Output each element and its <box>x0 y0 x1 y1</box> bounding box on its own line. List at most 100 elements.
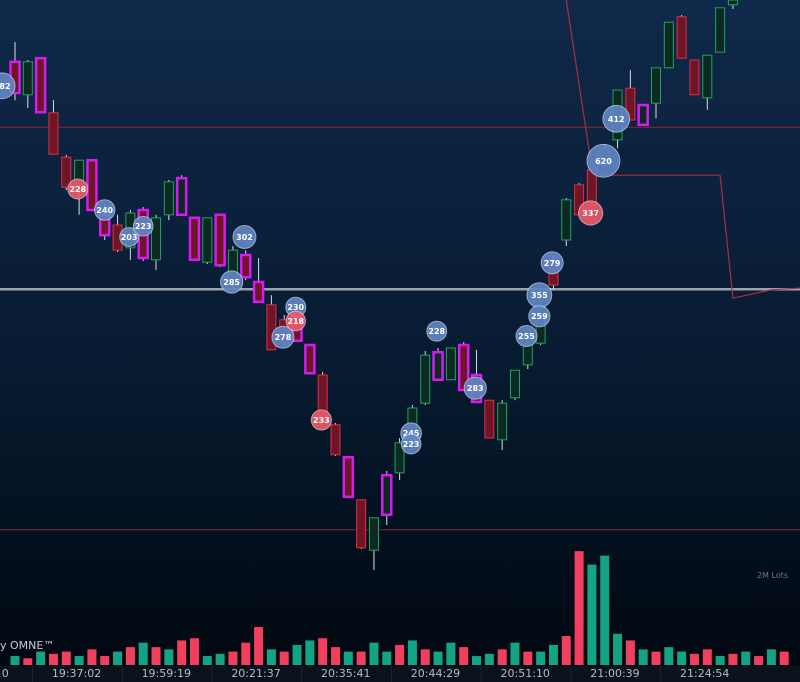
volume-bar <box>48 653 58 665</box>
candle-body <box>34 56 47 114</box>
bubble-label: 228 <box>69 185 86 194</box>
volume-bar <box>664 647 674 665</box>
trade-bubble <box>285 310 307 332</box>
candle-body <box>702 54 713 99</box>
candle-body <box>676 16 687 59</box>
candle-body <box>163 181 174 216</box>
candle-body <box>727 0 738 6</box>
candle-body <box>252 280 265 304</box>
candle-body <box>151 217 162 261</box>
candle-body <box>188 216 201 262</box>
candle-body <box>445 347 456 381</box>
bubble-label: 203 <box>121 233 138 242</box>
candle-body <box>420 354 431 404</box>
volume-bar <box>177 640 187 665</box>
candle-body <box>175 176 188 217</box>
candle-body <box>22 61 33 96</box>
volume-bar <box>766 649 776 665</box>
x-tick-label: 21:24:54 <box>680 667 729 680</box>
watermark: y OMNE™ <box>0 639 54 652</box>
candle-body <box>715 7 726 53</box>
volume-bar <box>318 638 328 665</box>
bubble-label: 255 <box>518 332 535 341</box>
bubble-label: 279 <box>544 259 561 268</box>
trade-bubble <box>232 225 257 249</box>
volume-bar <box>10 656 20 665</box>
volume-bar <box>459 647 469 665</box>
volume-bar <box>523 651 533 665</box>
volume-bar <box>382 651 392 665</box>
candle-body <box>509 369 520 399</box>
bubble-label: 223 <box>403 440 420 449</box>
volume-bar <box>61 651 71 665</box>
trade-bubble <box>528 305 551 328</box>
volume-bar <box>151 647 161 665</box>
bubble-label: 240 <box>96 206 113 215</box>
candle-body <box>61 156 72 188</box>
x-tick-label: 19:59:19 <box>142 667 191 680</box>
trade-bubble <box>463 376 487 400</box>
volume-bar <box>677 651 687 665</box>
volume-bar <box>266 649 276 665</box>
volume-bar <box>138 642 148 665</box>
volume-bar <box>625 640 635 665</box>
volume-bar <box>356 651 366 665</box>
volume-bar <box>536 651 546 665</box>
candle-body <box>86 158 98 212</box>
volume-bar <box>754 656 764 665</box>
volume-bar <box>395 644 405 665</box>
volume-bar <box>74 656 84 665</box>
volume-bar <box>510 642 520 665</box>
volume-bar <box>651 651 661 665</box>
volume-bar <box>497 649 507 665</box>
candle-body <box>625 87 636 121</box>
volume-bar <box>613 633 623 665</box>
volume-bar <box>702 649 712 665</box>
candle-body <box>394 442 405 474</box>
candle-body <box>48 112 59 155</box>
candle-body <box>368 517 379 551</box>
volume-bar <box>228 651 238 665</box>
candle-body <box>381 473 393 517</box>
trade-bubble <box>94 199 116 221</box>
candle-body <box>561 199 572 241</box>
bubble-label: 355 <box>531 291 548 300</box>
volume-bar <box>23 658 33 665</box>
bubble-label: 218 <box>287 317 304 326</box>
volume-bar <box>36 651 46 665</box>
trade-bubble <box>426 320 448 342</box>
volume-bar <box>113 651 123 665</box>
volume-bar <box>87 649 97 665</box>
x-tick-label: 20:35:41 <box>321 667 370 680</box>
volume-bar <box>600 555 610 665</box>
volume-bar <box>279 651 289 665</box>
volume-bar <box>254 627 264 665</box>
volume-bar <box>715 656 725 665</box>
trade-bubble <box>132 215 154 237</box>
bubble-label: 223 <box>135 222 152 231</box>
volume-bar <box>189 638 199 665</box>
volume-bar <box>420 649 430 665</box>
volume-bar <box>446 642 456 665</box>
volume-bar <box>779 651 789 665</box>
candle-body <box>497 402 508 441</box>
candle-body <box>202 217 213 263</box>
trade-bubble <box>67 178 89 200</box>
candle-body <box>689 59 700 96</box>
time-axis-band <box>0 666 800 682</box>
x-tick-label: 19:37:02 <box>52 667 101 680</box>
volume-bar <box>484 653 494 665</box>
candle-body <box>651 67 661 104</box>
candle-body <box>330 424 341 456</box>
volume-bar <box>292 644 302 665</box>
candle-body <box>522 344 533 366</box>
volume-bar <box>241 642 251 665</box>
volume-bar <box>125 647 135 665</box>
bubble-label: 302 <box>236 233 253 242</box>
trade-bubble <box>515 324 538 348</box>
volume-bar <box>561 635 571 665</box>
bubble-label: 412 <box>608 115 625 124</box>
x-tick-label: 20:44:29 <box>411 667 460 680</box>
